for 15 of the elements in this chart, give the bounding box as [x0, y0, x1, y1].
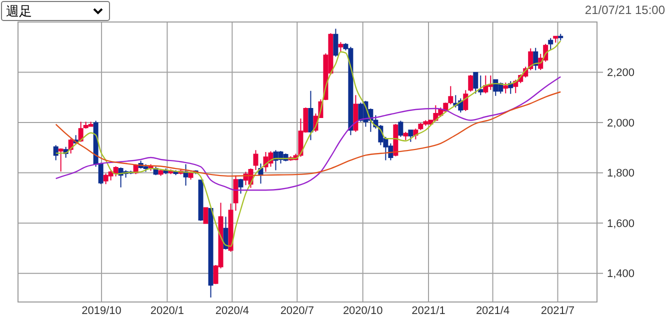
x-tick-label: 2020/4: [215, 305, 250, 317]
text: 21/07/21 15:00: [584, 3, 666, 17]
y-tick-label: 1,600: [607, 218, 635, 230]
x-tick-label: 2020/1: [150, 305, 184, 317]
x-tick-label: 2021/7: [540, 305, 575, 317]
y-tick-label: 1,800: [607, 168, 635, 180]
x-tick-label: 2021/1: [412, 305, 446, 317]
y-tick-label: 2,200: [607, 67, 635, 80]
y-tick-label: 1,400: [607, 268, 635, 280]
x-tick-label: 2019/10: [82, 305, 122, 317]
x-tick-label: 2020/7: [280, 305, 314, 317]
y-tick-label: 2,000: [607, 117, 635, 130]
x-tick-label: 2020/10: [342, 305, 383, 317]
dropdown-field: 週足: [1, 1, 110, 21]
x-tick-label: 2021/4: [476, 305, 510, 317]
